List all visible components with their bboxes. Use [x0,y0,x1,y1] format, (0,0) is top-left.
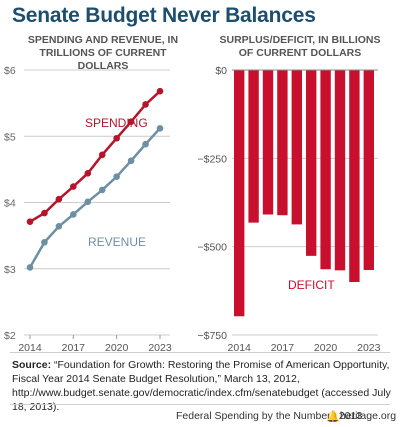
footer-divider [10,404,390,405]
deficit-bar-2014 [234,70,245,317]
right-xtick-label: 2023 [357,342,381,354]
right-ytick-label: −$750 [198,330,228,342]
right-ytick-label: −$250 [198,153,228,165]
deficit-bar-2015 [248,70,259,223]
left-panel-title: SPENDING AND REVENUE, IN TRILLIONS OF CU… [14,34,192,73]
left-panel-title-line1: SPENDING AND REVENUE, IN [27,34,179,46]
point-revenue [142,140,149,148]
left-panel-title-line2: TRILLIONS OF CURRENT DOLLARS [39,47,167,72]
right-xtick-label: 2020 [314,342,338,354]
point-revenue [41,238,48,246]
point-revenue [127,157,135,165]
right-xtick-label: 2017 [271,342,295,354]
point-revenue [156,125,164,132]
point-revenue [70,211,77,218]
point-spending [98,151,106,159]
point-spending [55,195,63,203]
left-ytick-label: $6 [4,65,16,77]
deficit-bar-2019 [306,70,317,256]
point-spending [26,218,34,226]
source-note: Source: “Foundation for Growth: Restorin… [12,358,392,414]
point-revenue [55,223,63,230]
right-ytick-label: $0 [215,65,227,77]
left-xtick-label: 2014 [18,342,42,354]
point-revenue [26,264,34,271]
point-revenue [84,198,92,206]
left-xtick-label: 2020 [105,342,129,354]
left-ytick-label: $3 [4,264,16,276]
series-line-revenue [28,127,161,269]
right-ytick-label: −$500 [198,242,228,254]
right-panel-title: SURPLUS/DEFICIT, IN BILLIONS OF CURRENT … [210,34,390,60]
point-spending [41,209,48,217]
series-label-deficit: DEFICIT [288,278,335,292]
charts-canvas: $2 $3 $4 $5 $6 2014 2017 2020 2023 SPENDING REVENU… [4,65,381,354]
left-ytick-label: $4 [4,198,16,210]
deficit-bar-2023 [363,70,374,270]
series-line-spending [29,90,161,223]
source-label: Source: [12,359,52,371]
right-panel-title-line1: SURPLUS/DEFICIT, IN BILLIONS [219,34,381,46]
point-spending [127,118,135,125]
deficit-bar-2018 [291,70,302,225]
point-spending [84,170,92,177]
chart-title: Senate Budget Never Balances [12,4,316,27]
point-spending [142,101,149,108]
deficit-bar-2022 [349,70,360,282]
series-label-revenue: REVENUE [88,235,146,249]
left-xtick-label: 2023 [148,342,172,354]
deficit-bar-2017 [277,70,288,216]
source-divider [10,352,390,353]
left-ytick-label: $5 [4,131,16,143]
deficit-bar-2016 [262,70,274,215]
left-ytick-label: $2 [4,330,16,342]
point-revenue [98,186,106,194]
left-xtick-label: 2017 [62,342,86,354]
deficit-bar-2020 [320,70,331,270]
footer-site-link[interactable]: heritage.org [340,410,397,422]
point-spending [113,134,120,142]
point-revenue [113,173,120,180]
liberty-bell-icon: 🔔 [326,411,340,423]
deficit-bar-2021 [334,70,346,271]
point-spending [156,87,164,95]
footer-publication: Federal Spending by the Numbers 2013 [176,410,363,422]
right-panel-title-line2: OF CURRENT DOLLARS [238,47,362,59]
point-spending [70,183,77,190]
right-xtick-label: 2014 [228,342,252,354]
series-label-spending: SPENDING [85,116,148,130]
